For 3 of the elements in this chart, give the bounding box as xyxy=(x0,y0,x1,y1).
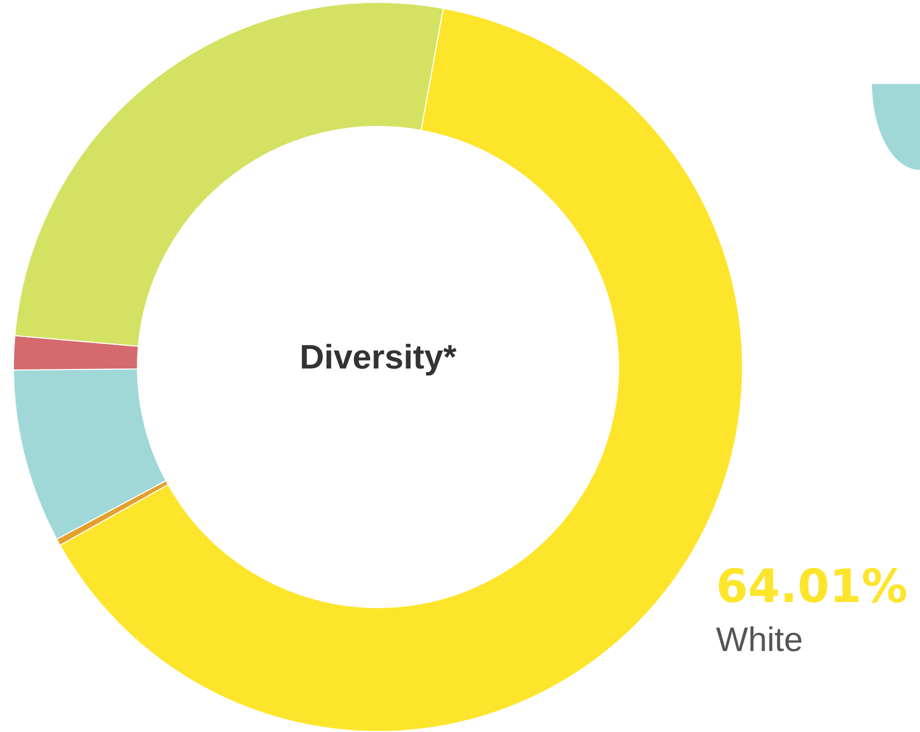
text: Diversity* xyxy=(300,338,458,376)
slice-label: White xyxy=(716,621,803,659)
data-label: 64.01% xyxy=(716,559,908,613)
